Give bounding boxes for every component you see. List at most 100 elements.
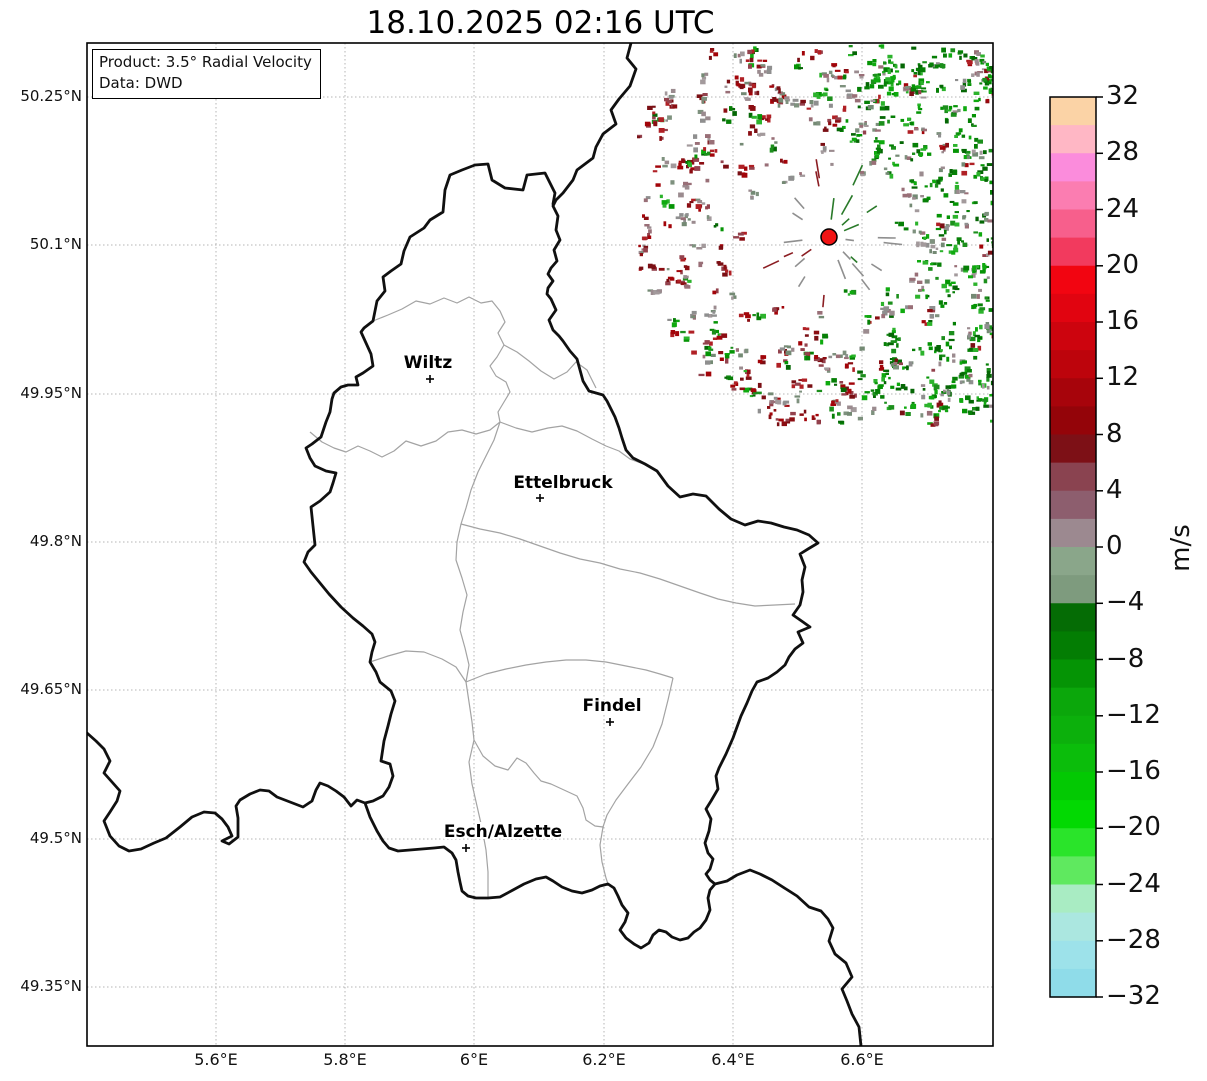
velocity-pixel [922, 289, 925, 292]
city-label: Ettelbruck [513, 473, 613, 493]
velocity-pixel [930, 263, 934, 266]
velocity-pixel [982, 77, 987, 82]
velocity-pixel [879, 360, 884, 365]
velocity-pixel [832, 115, 837, 120]
velocity-pixel [913, 74, 917, 78]
velocity-pixel [940, 166, 945, 170]
velocity-pixel [947, 397, 951, 402]
velocity-pixel [661, 157, 665, 161]
velocity-pixel [998, 90, 1003, 93]
velocity-pixel [941, 151, 944, 154]
velocity-pixel [822, 128, 829, 132]
velocity-pixel [1035, 124, 1039, 128]
velocity-pixel [642, 214, 645, 218]
velocity-pixel [975, 406, 980, 411]
velocity-pixel [751, 115, 757, 119]
city-label: Wiltz [404, 353, 453, 373]
radial-streak [793, 197, 805, 210]
velocity-pixel [1046, 159, 1050, 161]
velocity-pixel [748, 105, 754, 110]
velocity-pixel [990, 201, 993, 205]
velocity-pixel [935, 62, 940, 65]
radial-streak [797, 276, 806, 288]
velocity-pixel [907, 117, 911, 121]
velocity-pixel [985, 296, 988, 300]
velocity-pixel [900, 384, 906, 389]
velocity-pixel [845, 119, 849, 123]
velocity-pixel [667, 99, 672, 104]
velocity-pixel [884, 401, 887, 404]
country-border-line [302, 162, 557, 805]
velocity-pixel [892, 161, 895, 166]
velocity-pixel [958, 374, 965, 379]
velocity-pixel [799, 390, 802, 393]
velocity-pixel [1039, 155, 1044, 157]
velocity-pixel [1013, 283, 1016, 287]
velocity-pixel [835, 401, 839, 405]
velocity-pixel [1003, 178, 1007, 181]
velocity-pixel [994, 205, 997, 210]
velocity-pixel [863, 122, 867, 127]
velocity-pixel [1042, 140, 1046, 144]
velocity-pixel [952, 321, 956, 326]
colorbar-band [1050, 575, 1096, 604]
velocity-pixel [932, 180, 936, 184]
velocity-pixel [702, 93, 708, 96]
velocity-pixel [698, 263, 703, 268]
velocity-pixel [996, 77, 1001, 80]
velocity-pixel [998, 63, 1003, 66]
velocity-pixel [1008, 276, 1013, 279]
velocity-pixel [822, 333, 828, 339]
velocity-pixel [1015, 186, 1019, 190]
velocity-pixel [789, 417, 795, 422]
velocity-pixel [847, 293, 851, 296]
velocity-pixel [1013, 155, 1018, 159]
velocity-pixel [1005, 393, 1009, 396]
colorbar-tick-label: 20 [1106, 249, 1140, 280]
velocity-pixel [938, 400, 942, 406]
velocity-pixel [929, 314, 935, 319]
velocity-pixel [1010, 215, 1015, 219]
velocity-pixel [691, 310, 697, 315]
velocity-pixel [1043, 296, 1048, 301]
velocity-pixel [834, 69, 841, 72]
velocity-pixel [1014, 125, 1017, 127]
colorbar-band [1050, 631, 1096, 661]
velocity-pixel [857, 105, 861, 109]
district-border-line [468, 739, 489, 897]
radial-streak [851, 262, 865, 277]
velocity-pixel [1009, 116, 1014, 119]
velocity-pixel [716, 261, 720, 264]
velocity-pixel [794, 64, 800, 70]
velocity-pixel [1017, 343, 1021, 347]
velocity-pixel [963, 106, 967, 112]
velocity-pixel [979, 82, 983, 85]
velocity-pixel [832, 123, 838, 127]
velocity-pixel [1023, 311, 1026, 316]
velocity-pixel [936, 345, 941, 350]
colorbar-tick-label: 12 [1106, 362, 1140, 393]
velocity-pixel [995, 412, 998, 414]
velocity-pixel [979, 270, 986, 274]
velocity-pixel [724, 376, 728, 379]
velocity-pixel [993, 272, 999, 275]
velocity-pixel [652, 116, 656, 120]
district-border-line [599, 677, 674, 885]
velocity-pixel [1034, 157, 1040, 161]
velocity-pixel [1004, 307, 1010, 309]
velocity-pixel [964, 150, 971, 154]
velocity-pixel [953, 247, 959, 253]
velocity-pixel [979, 307, 986, 311]
velocity-pixel [920, 96, 927, 99]
velocity-pixel [1002, 104, 1008, 108]
velocity-pixel [878, 84, 884, 89]
velocity-pixel [911, 69, 915, 73]
velocity-pixel [784, 361, 789, 365]
velocity-pixel [1035, 324, 1040, 328]
velocity-pixel [1035, 122, 1039, 124]
velocity-pixel [694, 142, 700, 145]
velocity-pixel [873, 379, 878, 383]
velocity-pixel [932, 251, 937, 254]
velocity-pixel [986, 238, 989, 242]
velocity-pixel [722, 272, 728, 277]
